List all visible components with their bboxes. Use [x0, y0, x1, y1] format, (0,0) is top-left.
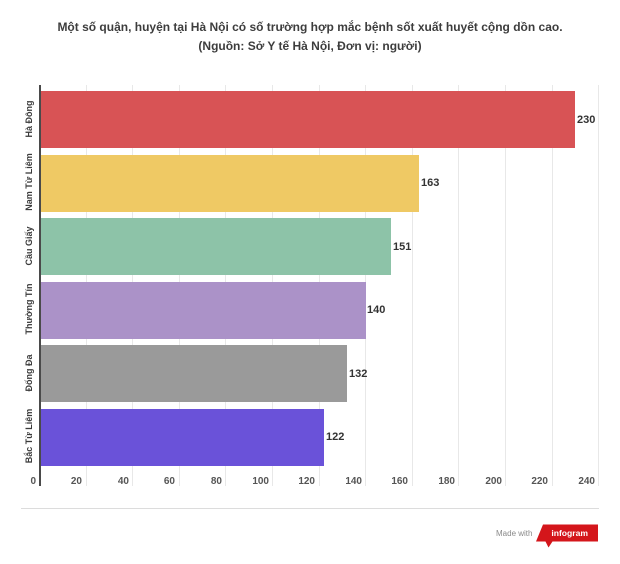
- svg-text:infogram: infogram: [551, 528, 588, 538]
